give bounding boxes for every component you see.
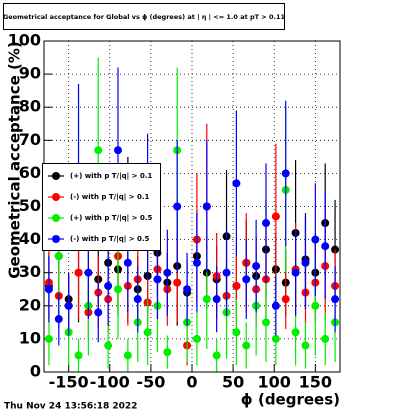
data-point [202, 295, 211, 304]
x-tick-label: -150 [49, 373, 89, 392]
data-point [242, 341, 251, 350]
data-point [114, 146, 122, 155]
x-tick-label: 50 [222, 373, 244, 392]
data-point [222, 268, 231, 277]
legend-marker [52, 193, 60, 201]
legend-label: (+) with p T/|q| > 0.5 [70, 214, 153, 223]
data-point [123, 351, 132, 360]
legend-label: (-) with p T/|q| > 0.5 [70, 235, 150, 244]
title-box [3, 3, 285, 30]
data-point [173, 278, 182, 287]
data-point [192, 258, 201, 267]
data-point [94, 146, 103, 155]
data-point [281, 295, 290, 304]
data-point [262, 219, 270, 228]
x-tick-label: 100 [258, 373, 291, 392]
data-point [94, 308, 103, 317]
y-tick-label: 60 [19, 163, 41, 182]
data-point [183, 285, 192, 294]
data-point [202, 202, 211, 211]
data-point [291, 268, 300, 277]
y-tick-label: 40 [19, 229, 41, 248]
x-tick-label: 150 [299, 373, 332, 392]
y-tick-label: 80 [19, 97, 41, 116]
timestamp: Thu Nov 24 13:56:18 2022 [4, 402, 137, 412]
data-point [104, 341, 113, 350]
data-point [311, 301, 320, 310]
legend-marker [52, 172, 60, 180]
legend-marker [52, 235, 60, 243]
data-point [212, 295, 221, 304]
y-tick-label: 50 [19, 196, 41, 215]
y-tick-label: 0 [30, 362, 41, 381]
legend-box [42, 163, 161, 251]
data-point [54, 252, 63, 261]
data-point [163, 348, 172, 357]
data-point [271, 334, 280, 343]
data-point [301, 341, 310, 350]
legend-label: (-) with p T/|q| > 0.1 [70, 193, 150, 202]
data-point [133, 295, 142, 304]
data-point [252, 262, 261, 271]
data-point [271, 212, 280, 221]
data-point [163, 268, 172, 277]
data-point [74, 351, 83, 360]
x-tick-label: -100 [90, 373, 130, 392]
y-tick-label: 10 [19, 328, 41, 347]
chart-title: Geometrical acceptance for Global vs ϕ (… [3, 13, 286, 22]
data-point [291, 328, 300, 337]
data-point [232, 179, 241, 188]
data-point [331, 295, 340, 304]
data-point [64, 301, 73, 310]
data-point [232, 328, 241, 337]
data-point [44, 334, 53, 343]
legend-label: (+) with p T/|q| > 0.1 [70, 172, 153, 181]
data-point [321, 242, 330, 251]
y-tick-label: 70 [19, 130, 41, 149]
data-point [311, 235, 320, 244]
data-point [262, 318, 270, 327]
legend-marker [52, 214, 60, 222]
data-point [301, 258, 310, 267]
data-point [123, 258, 132, 267]
y-tick-label: 90 [19, 64, 41, 83]
x-tick-label: 0 [186, 373, 197, 392]
data-point [242, 275, 251, 284]
data-point [114, 285, 122, 294]
data-point [153, 275, 162, 284]
x-axis-label: ϕ (degrees) [241, 391, 340, 409]
x-tick-label: -50 [136, 373, 165, 392]
data-point [192, 334, 201, 343]
y-tick-label: 100 [8, 31, 41, 50]
data-point [281, 169, 290, 178]
data-point [321, 334, 330, 343]
data-point [84, 268, 93, 277]
y-tick-label: 20 [19, 295, 41, 314]
data-point [271, 301, 280, 310]
data-point [74, 268, 83, 277]
data-point [104, 281, 113, 290]
data-point [54, 315, 63, 324]
data-point [44, 285, 53, 294]
data-point [232, 281, 241, 290]
data-point [173, 202, 182, 211]
y-axis-label: Geometrical acceptance (%) [6, 41, 24, 279]
data-point [212, 351, 221, 360]
data-point [143, 328, 152, 337]
y-tick-label: 30 [19, 262, 41, 281]
